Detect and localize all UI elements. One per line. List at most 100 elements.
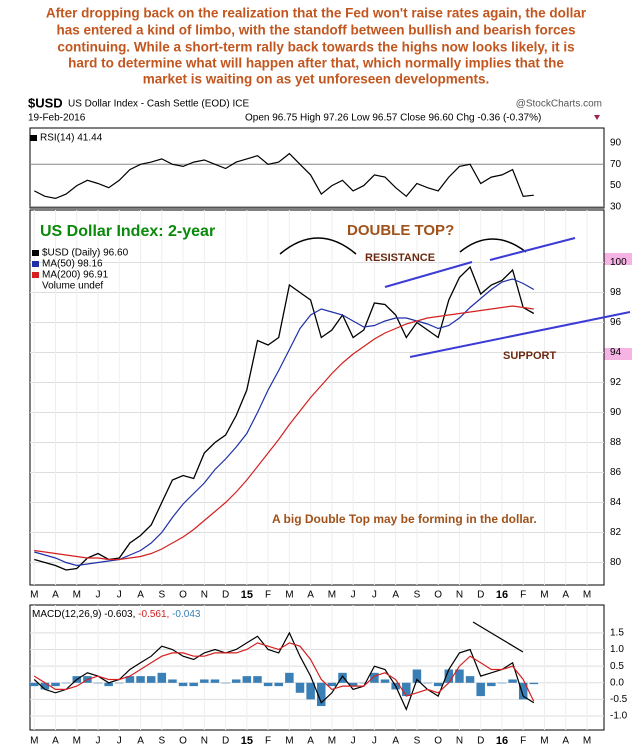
x-tick-label: M [583,590,591,601]
x-tick-label: M [583,736,591,747]
x-tick-label: O [434,736,442,747]
x-tick-label: A [307,590,314,601]
x-tick-label: D [477,736,484,747]
x-tick-label: M [328,736,336,747]
x-tick-label: J [372,736,377,747]
x-tick-label: A [137,736,144,747]
legend-swatch [32,272,39,278]
index-name: US Dollar Index - Cash Settle (EOD) ICE [68,99,249,110]
x-tick-label: S [414,736,421,747]
histogram-bar [529,682,539,685]
legend-label: Volume undef [42,281,103,292]
histogram-bar [221,682,230,684]
histogram-bar [327,682,337,687]
x-tick-label: F [520,590,526,601]
histogram-bar [274,682,283,687]
annotation: A big Double Top may be forming in the d… [272,512,537,526]
top-arc [279,237,357,255]
y-tick-label: -0.5 [610,694,628,705]
histogram-bar [200,679,209,683]
histogram-bar [370,672,379,683]
x-tick-label: J [96,590,101,601]
x-tick-label: F [520,736,526,747]
x-tick-label: J [351,736,356,747]
histogram-bar [508,679,517,683]
x-tick-label: S [158,590,165,601]
x-tick-label: N [456,590,463,601]
y-tick-label: 70 [610,159,622,170]
quote: Open 96.75 High 97.26 Low 96.57 Close 96… [245,113,541,124]
histogram-bar [359,682,369,684]
x-tick-label: M [285,736,293,747]
y-tick-label: 88 [610,437,622,448]
commentary-line: After dropping back on the realization t… [46,6,587,21]
top-arc [459,238,527,253]
histogram-bar [93,682,103,684]
legend-label: -0.561, [138,609,169,620]
histogram-bar [444,669,454,683]
panel-frame [29,209,605,586]
x-tick-label: M [73,736,81,747]
x-tick-label: J [117,590,122,601]
histogram-bar [497,682,507,684]
y-tick-label: 94 [610,347,622,358]
legend-swatch [32,261,39,267]
histogram-bar [231,679,241,683]
series-line [34,152,534,200]
trend-line [384,261,473,288]
x-tick-label: N [456,736,463,747]
x-tick-label: F [265,590,271,601]
y-tick-label: 84 [610,497,622,508]
x-tick-label: D [222,590,229,601]
histogram-bar [168,679,177,683]
y-tick-label: 90 [610,407,622,418]
legend-label: MA(50) 98.16 [42,259,103,270]
histogram-bar [285,672,294,683]
x-tick-label: J [117,736,122,747]
histogram-bar [40,682,50,690]
trend-line [472,621,524,653]
histogram-bar [104,682,113,687]
x-tick-label: A [562,736,569,747]
annotation: RESISTANCE [365,252,435,264]
y-tick-label: 86 [610,467,622,478]
legend-label: $USD (Daily) 96.60 [42,248,129,259]
x-tick-label: M [73,590,81,601]
histogram-bar [125,676,135,683]
x-tick-label: F [265,736,271,747]
series-line [34,305,534,561]
histogram-bar [380,679,390,683]
x-tick-label: M [30,590,38,601]
histogram-bar [253,676,262,683]
y-tick-label: 50 [610,180,622,191]
histogram-bar [423,682,432,684]
histogram-bar [146,676,156,683]
x-tick-label: J [351,590,356,601]
legend-label: MA(200) 96.91 [42,270,109,281]
x-tick-label: 16 [496,589,508,601]
histogram-bar [338,672,347,683]
y-tick-label: 1.5 [610,628,624,639]
histogram-bar [189,682,198,687]
panel-title: US Dollar Index: 2-year [40,223,215,240]
histogram-bar [465,676,475,683]
commentary-line: continuing. While a short-term rally bac… [57,40,574,55]
annotation: SUPPORT [503,350,556,362]
y-tick-label: 80 [610,557,622,568]
histogram-bar [518,682,528,700]
x-tick-label: A [307,736,314,747]
x-tick-label: M [540,736,548,747]
series-line [33,642,535,702]
source: @StockCharts.com [516,99,602,110]
histogram-bar [210,679,220,683]
x-tick-label: S [414,590,421,601]
histogram-bar [317,682,326,707]
histogram-bar [51,682,60,687]
histogram-bar [455,669,464,683]
histogram-bar [295,682,305,693]
legend-swatch [30,135,37,141]
commentary-line: has entered a kind of limbo, with the st… [56,23,575,38]
trend-line [409,311,631,358]
x-tick-label: M [30,736,38,747]
panel-frame [29,127,605,209]
